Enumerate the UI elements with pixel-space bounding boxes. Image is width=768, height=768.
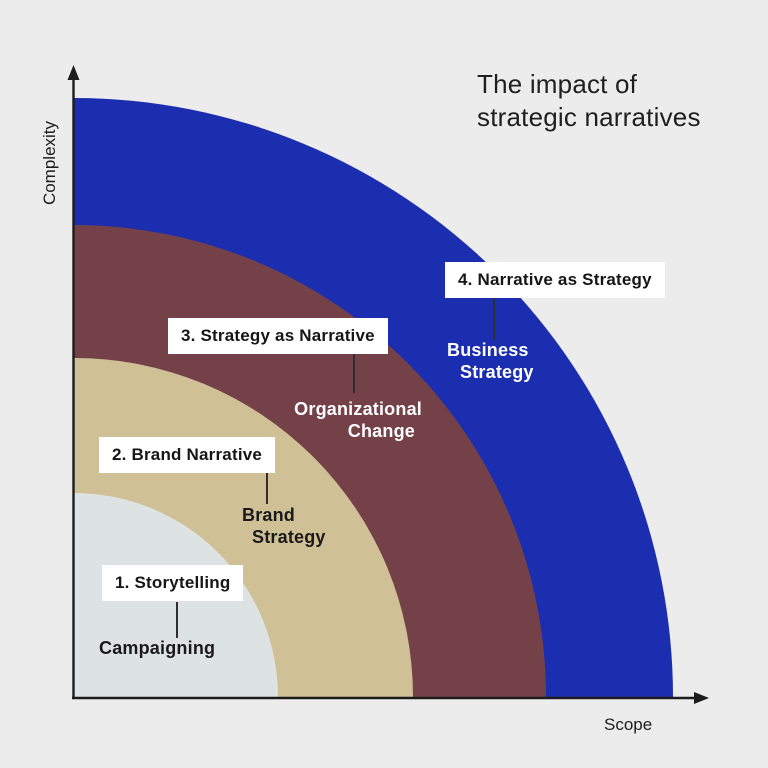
label-box-storytelling: 1. Storytelling	[102, 565, 244, 601]
page-title: The impact of strategic narratives	[477, 69, 701, 132]
connector-narrative-as-strategy	[493, 297, 495, 340]
y-axis-label: Complexity	[40, 120, 59, 206]
annotation-line: Change	[347, 421, 415, 441]
connector-brand-narrative	[266, 472, 268, 504]
connector-strategy-as-narrative	[353, 352, 355, 393]
annotation-line: Campaigning	[99, 638, 216, 658]
annotation-business-strategy: Business Strategy	[447, 339, 534, 383]
annotation-line: Business	[447, 340, 529, 360]
x-axis-arrow-icon	[694, 692, 709, 704]
annotation-line: Strategy	[460, 362, 534, 382]
label-box-narrative-as-strategy: 4. Narrative as Strategy	[445, 262, 665, 298]
annotation-line: Strategy	[252, 527, 326, 547]
label-box-brand-narrative: 2. Brand Narrative	[99, 437, 276, 473]
connector-storytelling	[176, 602, 178, 638]
annotation-line: Organizational	[294, 399, 422, 419]
y-axis-arrow-icon	[67, 65, 80, 80]
annotation-brand-strategy: Brand Strategy	[242, 504, 326, 548]
annotation-organizational-change: Organizational Change	[294, 398, 422, 442]
label-box-strategy-as-narrative: 3. Strategy as Narrative	[168, 318, 388, 354]
axes	[67, 65, 709, 704]
annotation-line: Brand	[242, 505, 296, 525]
x-axis-label: Scope	[604, 715, 653, 734]
annotation-campaigning: Campaigning	[99, 637, 215, 659]
